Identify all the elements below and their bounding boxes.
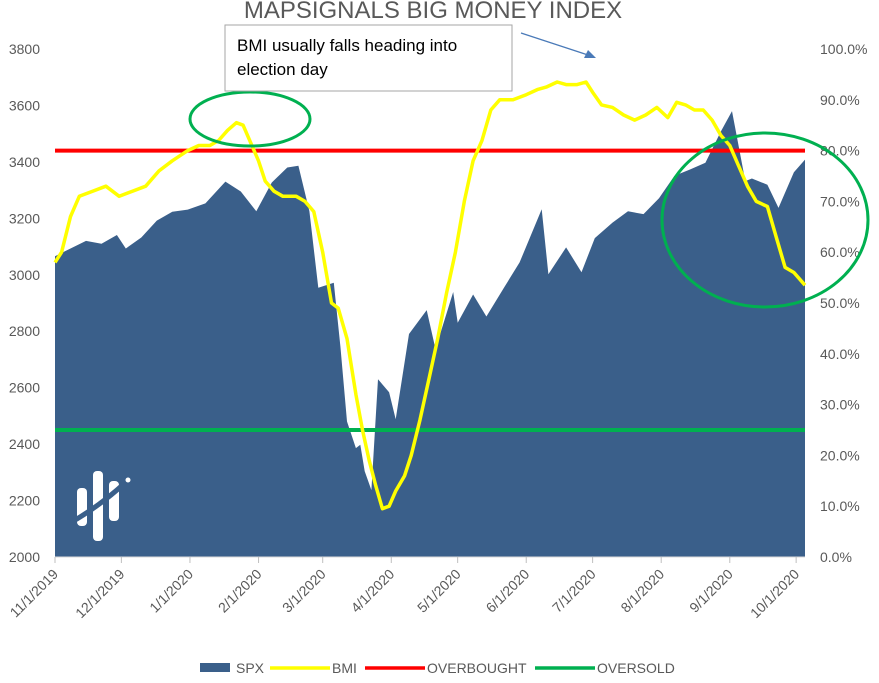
x-tick-label: 6/1/2020 xyxy=(483,566,533,616)
x-tick-label: 10/1/2020 xyxy=(747,566,803,622)
y-axis-left: 2000 2200 2400 2600 2800 3000 3200 3400 3600 3800 xyxy=(9,41,40,565)
annotation-callout: BMI usually falls heading into election … xyxy=(224,24,596,92)
mapsignals-logo xyxy=(68,471,131,541)
y-left-tick-label: 2400 xyxy=(9,436,40,452)
y-right-tick-label: 10.0% xyxy=(820,498,860,514)
x-tick-label: 4/1/2020 xyxy=(348,566,398,616)
x-tick-label: 5/1/2020 xyxy=(414,566,464,616)
y-right-tick-label: 100.0% xyxy=(820,41,867,57)
x-tick-label: 7/1/2020 xyxy=(549,566,599,616)
y-right-tick-label: 30.0% xyxy=(820,397,860,413)
x-axis: 11/1/2019 12/1/2019 1/1/2020 2/1/2020 3/1/20… xyxy=(6,556,805,622)
y-left-tick-label: 2600 xyxy=(9,380,40,396)
y-right-tick-label: 50.0% xyxy=(820,295,860,311)
y-axis-right: 0.0% 10.0% 20.0% 30.0% 40.0% 50.0% 60.0% 70.0% 8… xyxy=(820,41,867,565)
legend-label-bmi: BMI xyxy=(332,660,357,676)
y-left-tick-label: 2000 xyxy=(9,549,40,565)
legend-label-overbought: OVERBOUGHT xyxy=(427,660,527,676)
x-tick-label: 8/1/2020 xyxy=(617,566,667,616)
annotation-arrow xyxy=(520,32,589,56)
highlight-circle-september xyxy=(660,131,870,309)
y-left-tick-label: 2200 xyxy=(9,493,40,509)
legend: SPX BMI OVERBOUGHT OVERSOLD xyxy=(200,660,675,676)
bmi-line xyxy=(53,80,807,511)
chart-title: MAPSIGNALS BIG MONEY INDEX xyxy=(244,0,622,24)
threshold-lines-layer xyxy=(55,148,805,432)
y-left-tick-label: 3200 xyxy=(9,210,40,226)
y-right-tick-label: 80.0% xyxy=(820,143,860,159)
legend-swatch-spx xyxy=(200,663,230,672)
legend-label-oversold: OVERSOLD xyxy=(597,660,675,676)
y-left-tick-label: 3400 xyxy=(9,154,40,170)
y-right-tick-label: 40.0% xyxy=(820,346,860,362)
highlight-circle-january xyxy=(188,90,312,148)
y-right-tick-label: 90.0% xyxy=(820,92,860,108)
bmi-line-layer xyxy=(53,80,807,511)
spx-area xyxy=(55,111,805,557)
annotation-line-2: election day xyxy=(237,60,328,79)
annotation-line-1: BMI usually falls heading into xyxy=(237,36,457,55)
y-left-tick-label: 3600 xyxy=(9,97,40,113)
x-tick-label: 12/1/2019 xyxy=(72,566,128,622)
x-tick-label: 3/1/2020 xyxy=(279,566,329,616)
y-right-tick-label: 70.0% xyxy=(820,193,860,209)
spx-area-layer xyxy=(55,111,805,557)
y-left-tick-label: 2800 xyxy=(9,323,40,339)
y-right-tick-label: 0.0% xyxy=(820,549,852,565)
legend-label-spx: SPX xyxy=(236,660,265,676)
x-tick-label: 9/1/2020 xyxy=(686,566,736,616)
x-tick-label: 1/1/2020 xyxy=(146,566,196,616)
y-left-tick-label: 3000 xyxy=(9,267,40,283)
y-left-tick-label: 3800 xyxy=(9,41,40,57)
y-right-tick-label: 20.0% xyxy=(820,447,860,463)
y-right-tick-label: 60.0% xyxy=(820,244,860,260)
x-tick-label: 11/1/2019 xyxy=(6,566,61,621)
x-tick-label: 2/1/2020 xyxy=(215,566,265,616)
annotation-arrowhead xyxy=(584,50,596,58)
